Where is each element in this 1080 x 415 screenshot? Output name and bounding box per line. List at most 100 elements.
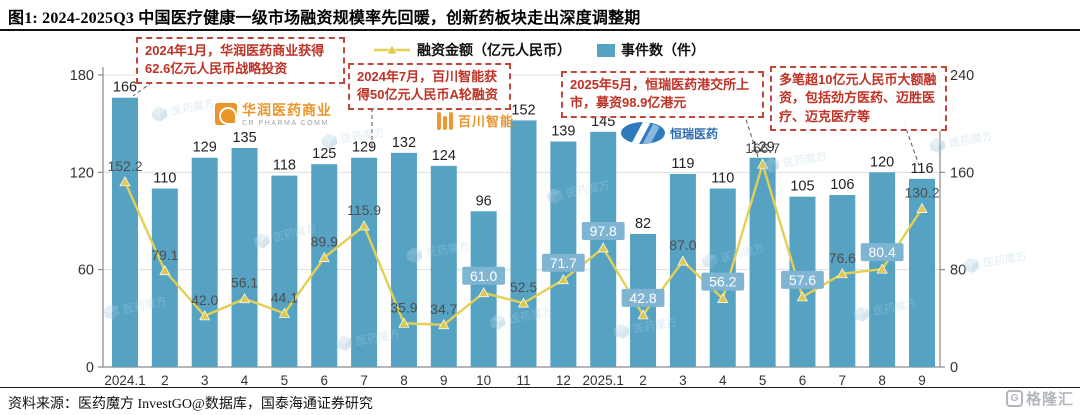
svg-text:116: 116 [910, 161, 933, 177]
svg-text:96: 96 [476, 193, 492, 209]
svg-text:35.9: 35.9 [390, 299, 417, 315]
chart-legend: 融资金额（亿元人民币） 事件数（件） [373, 40, 705, 60]
svg-text:4: 4 [241, 373, 249, 388]
line-series [119, 158, 928, 330]
hengrui-logo-icon [621, 122, 665, 144]
svg-text:34.7: 34.7 [430, 301, 457, 317]
crpharma-logo-icon [215, 102, 237, 125]
svg-text:6: 6 [799, 373, 807, 388]
svg-text:80: 80 [950, 263, 966, 279]
svg-text:89.9: 89.9 [311, 234, 338, 250]
svg-text:2025.1: 2025.1 [583, 373, 624, 388]
gelonghui-logo-icon: G [1005, 390, 1023, 407]
svg-text:9: 9 [918, 373, 926, 388]
figure-header: 图1: 2024-2025Q3 中国医疗健康一级市场融资规模率先回暖，创新药板块… [0, 0, 1080, 28]
svg-text:118: 118 [273, 158, 296, 174]
annotation-large-rounds: 多笔超10亿元人民币大额融资，包括劲方医药、迈胜医疗、迈克医疗等 [770, 66, 947, 132]
svg-text:152.2: 152.2 [107, 158, 142, 174]
svg-text:7: 7 [839, 373, 847, 388]
svg-text:0: 0 [950, 360, 958, 376]
svg-text:160: 160 [950, 165, 974, 181]
page-title: 图1: 2024-2025Q3 中国医疗健康一级市场融资规模率先回暖，创新药板块… [8, 10, 641, 27]
svg-text:129: 129 [352, 140, 376, 156]
svg-text:82: 82 [635, 216, 651, 232]
svg-text:2024.1: 2024.1 [104, 373, 145, 388]
annotation-hengrui: 2025年5月，恒瑞医药港交所上市，募资98.9亿港元 [561, 71, 764, 118]
svg-text:87.0: 87.0 [669, 237, 696, 253]
svg-text:80.4: 80.4 [869, 244, 896, 260]
svg-text:2: 2 [161, 373, 169, 388]
svg-text:56.2: 56.2 [709, 274, 736, 290]
crpharma-logo: 华润医药商业 CR PHARMA COMM [215, 100, 332, 127]
svg-text:8: 8 [878, 373, 886, 388]
footer-divider [0, 387, 1080, 388]
svg-text:11: 11 [516, 373, 530, 388]
svg-text:132: 132 [392, 135, 416, 151]
svg-text:10: 10 [476, 373, 491, 388]
legend-item-amount: 融资金额（亿元人民币） [373, 40, 571, 60]
svg-text:42.0: 42.0 [191, 292, 218, 308]
svg-text:119: 119 [671, 156, 694, 172]
svg-text:97.8: 97.8 [590, 223, 617, 239]
gelonghui-logo-text: 格隆汇 [1025, 391, 1074, 408]
svg-text:166: 166 [113, 80, 137, 96]
svg-text:12: 12 [556, 373, 571, 388]
legend-label-events: 事件数（件） [621, 42, 705, 58]
svg-text:180: 180 [70, 68, 94, 84]
svg-text:5: 5 [759, 373, 767, 388]
svg-text:105: 105 [790, 179, 814, 195]
svg-text:0: 0 [86, 360, 94, 376]
svg-text:2: 2 [639, 373, 647, 388]
svg-text:60: 60 [78, 263, 94, 279]
hengrui-logo-name: 恒瑞医药 [670, 126, 719, 141]
x-axis-labels: 2024.1 2 3 4 5 6 7 8 9 10 11 12 2025.1 2 3 4 5 6 7 8 9 [104, 373, 925, 388]
svg-text:3: 3 [679, 373, 687, 388]
baichuan-logo-icon [437, 111, 453, 130]
svg-text:57.6: 57.6 [789, 272, 816, 288]
svg-text:124: 124 [432, 148, 456, 164]
svg-text:52.5: 52.5 [510, 279, 537, 295]
crpharma-logo-name: 华润医药商业 [242, 102, 332, 118]
svg-text:115.9: 115.9 [347, 202, 381, 218]
svg-text:7: 7 [360, 373, 368, 388]
legend-label-amount: 融资金额（亿元人民币） [417, 42, 571, 58]
svg-text:3: 3 [201, 373, 209, 388]
header-divider [0, 29, 1080, 31]
svg-text:79.1: 79.1 [151, 247, 178, 263]
svg-text:4: 4 [719, 373, 727, 388]
line-labels: 152.2 79.1 42.0 56.1 44.1 89.9 115.9 35.9 34.7 61… [107, 140, 939, 317]
svg-text:9: 9 [440, 373, 448, 388]
svg-text:110: 110 [153, 171, 176, 187]
svg-text:5: 5 [281, 373, 289, 388]
svg-text:71.7: 71.7 [550, 255, 577, 271]
svg-text:129: 129 [193, 140, 217, 156]
legend-line-icon [374, 44, 410, 55]
baichuan-logo: 百川智能 [437, 111, 514, 130]
svg-text:56.1: 56.1 [231, 275, 258, 291]
svg-text:125: 125 [312, 146, 336, 162]
svg-text:106: 106 [830, 177, 854, 193]
source-text: 资料来源：医药魔方 InvestGO@数据库，国泰海通证券研究 [8, 397, 373, 412]
svg-text:166.7: 166.7 [745, 140, 780, 156]
svg-text:139: 139 [551, 124, 575, 140]
svg-text:120: 120 [870, 154, 894, 170]
crpharma-logo-sub: CR PHARMA COMM [242, 120, 329, 127]
svg-text:120: 120 [70, 165, 94, 181]
svg-text:8: 8 [400, 373, 408, 388]
baichuan-logo-name: 百川智能 [458, 114, 515, 129]
svg-text:110: 110 [711, 171, 734, 187]
svg-text:42.8: 42.8 [629, 290, 656, 306]
svg-text:130.2: 130.2 [904, 185, 939, 201]
annotation-baichuan: 2024年7月，百川智能获得50亿元人民币A轮融资 [348, 63, 511, 110]
legend-item-events: 事件数（件） [597, 40, 705, 60]
svg-text:76.6: 76.6 [829, 250, 856, 266]
gelonghui-logo: G 格隆汇 [1003, 388, 1076, 409]
svg-text:240: 240 [950, 68, 974, 84]
svg-text:61.0: 61.0 [470, 268, 497, 284]
svg-text:135: 135 [232, 130, 256, 146]
svg-text:6: 6 [320, 373, 328, 388]
svg-text:129: 129 [750, 140, 774, 156]
legend-bar-swatch [597, 43, 615, 57]
